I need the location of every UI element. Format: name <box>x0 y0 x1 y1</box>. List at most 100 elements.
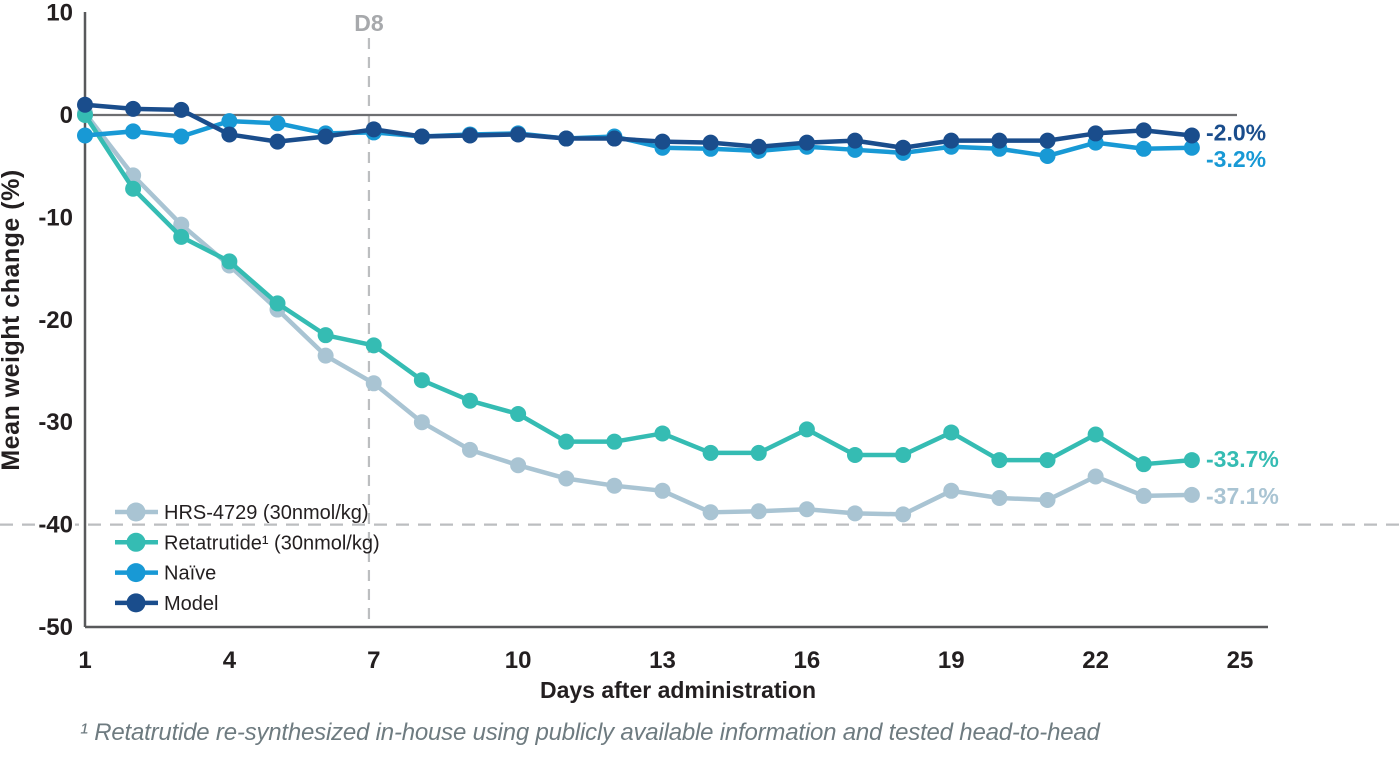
data-point-model <box>991 132 1008 149</box>
data-point-model <box>365 121 382 138</box>
end-label-model: -2.0% <box>1206 119 1266 145</box>
data-point-model <box>798 134 815 151</box>
data-point-hrs-4729 <box>654 482 671 499</box>
data-point-retatrutide <box>510 406 527 423</box>
data-point-hrs-4729 <box>798 501 815 518</box>
data-point-retatrutide <box>221 253 238 270</box>
data-point-retatrutide <box>462 392 478 409</box>
data-point-model <box>943 132 960 149</box>
data-point-retatrutide <box>847 446 863 463</box>
series-line-hrs-4729 <box>83 111 1192 517</box>
data-point-naive <box>269 115 286 132</box>
y-axis-title: Mean weight change (%) <box>0 169 25 470</box>
end-label-naive: -3.2% <box>1206 146 1266 172</box>
x-tick-label: 1 <box>78 647 91 674</box>
legend-item-naive: Naïve <box>115 563 216 585</box>
data-point-hrs-4729 <box>702 504 719 521</box>
data-point-model <box>125 100 142 117</box>
data-point-naive <box>125 123 142 140</box>
data-point-retatrutide <box>125 180 142 197</box>
data-point-hrs-4729 <box>510 457 527 474</box>
end-label-retatrutide: -33.7% <box>1206 446 1279 472</box>
legend-marker-dot-model <box>126 593 146 613</box>
data-point-hrs-4729 <box>943 482 960 499</box>
data-point-hrs-4729 <box>991 489 1008 506</box>
data-point-hrs-4729 <box>606 477 623 494</box>
data-point-retatrutide <box>173 228 190 245</box>
y-tick-label: -30 <box>38 409 73 436</box>
data-point-model <box>462 127 478 144</box>
data-point-hrs-4729 <box>1183 486 1200 503</box>
data-point-hrs-4729 <box>365 375 382 392</box>
data-point-model <box>269 133 286 150</box>
end-label-hrs-4729: -37.1% <box>1206 483 1279 509</box>
data-point-model <box>1135 122 1152 139</box>
data-point-model <box>895 139 912 156</box>
data-point-retatrutide <box>1135 456 1152 473</box>
data-point-naive <box>1039 147 1056 164</box>
legend-item-retatrutide: Retatrutide¹ (30nmol/kg) <box>115 532 380 554</box>
x-tick-label: 4 <box>223 647 237 674</box>
legend-label-naive: Naïve <box>164 563 216 585</box>
data-point-retatrutide <box>991 452 1008 469</box>
data-point-model <box>654 133 671 150</box>
x-tick-label: 13 <box>649 647 676 674</box>
data-point-hrs-4729 <box>173 216 190 233</box>
data-point-retatrutide <box>1087 426 1104 443</box>
y-tick-label: -50 <box>38 614 73 641</box>
data-point-naive <box>173 128 190 145</box>
data-point-retatrutide <box>317 327 334 344</box>
legend-item-hrs-4729: HRS-4729 (30nmol/kg) <box>115 502 369 524</box>
data-point-model <box>221 126 238 143</box>
data-point-hrs-4729 <box>558 470 575 487</box>
legend-marker-dot-hrs-4729 <box>126 502 146 522</box>
footnote: ¹ Retatrutide re-synthesized in-house us… <box>80 719 1100 746</box>
data-point-hrs-4729 <box>1039 492 1056 509</box>
data-point-retatrutide <box>365 337 382 354</box>
data-point-hrs-4729 <box>1087 468 1104 485</box>
data-point-model <box>606 130 623 147</box>
legend-label-model: Model <box>164 593 218 615</box>
data-point-retatrutide <box>1183 452 1200 469</box>
data-point-model <box>1087 125 1104 142</box>
data-point-model <box>847 132 863 149</box>
data-point-model <box>702 134 719 151</box>
series-line-model <box>84 102 1193 151</box>
data-point-model <box>558 130 575 147</box>
data-point-model <box>317 128 334 145</box>
y-tick-label: -10 <box>38 204 73 231</box>
data-point-naive <box>221 113 238 130</box>
data-point-hrs-4729 <box>847 505 863 522</box>
data-point-naive <box>77 127 93 144</box>
data-point-hrs-4729 <box>1135 487 1152 504</box>
data-point-retatrutide <box>895 446 912 463</box>
data-point-naive <box>1183 139 1200 156</box>
d8-label: D8 <box>354 10 384 36</box>
data-point-model <box>413 128 430 145</box>
data-point-retatrutide <box>798 421 815 438</box>
y-tick-label: 10 <box>46 0 73 27</box>
legend-label-retatrutide: Retatrutide¹ (30nmol/kg) <box>164 532 380 554</box>
x-tick-label: 25 <box>1227 647 1254 674</box>
legend-label-hrs-4729: HRS-4729 (30nmol/kg) <box>164 502 369 524</box>
data-point-model <box>750 138 767 155</box>
x-tick-label: 19 <box>938 647 965 674</box>
data-point-hrs-4729 <box>317 347 334 364</box>
x-tick-label: 10 <box>505 647 532 674</box>
data-point-retatrutide <box>269 295 286 312</box>
series-line-retatrutide <box>83 113 1193 467</box>
data-point-naive <box>1135 140 1152 157</box>
data-point-retatrutide <box>1039 452 1056 469</box>
y-tick-label: 0 <box>60 102 73 129</box>
data-point-retatrutide <box>413 372 430 389</box>
data-point-retatrutide <box>702 444 719 461</box>
x-tick-label: 16 <box>794 647 821 674</box>
legend-item-model: Model <box>115 593 218 615</box>
data-point-hrs-4729 <box>750 503 767 520</box>
x-tick-label: 22 <box>1082 647 1109 674</box>
data-point-retatrutide <box>606 433 623 450</box>
data-point-hrs-4729 <box>462 441 478 458</box>
y-tick-label: -40 <box>38 512 73 539</box>
